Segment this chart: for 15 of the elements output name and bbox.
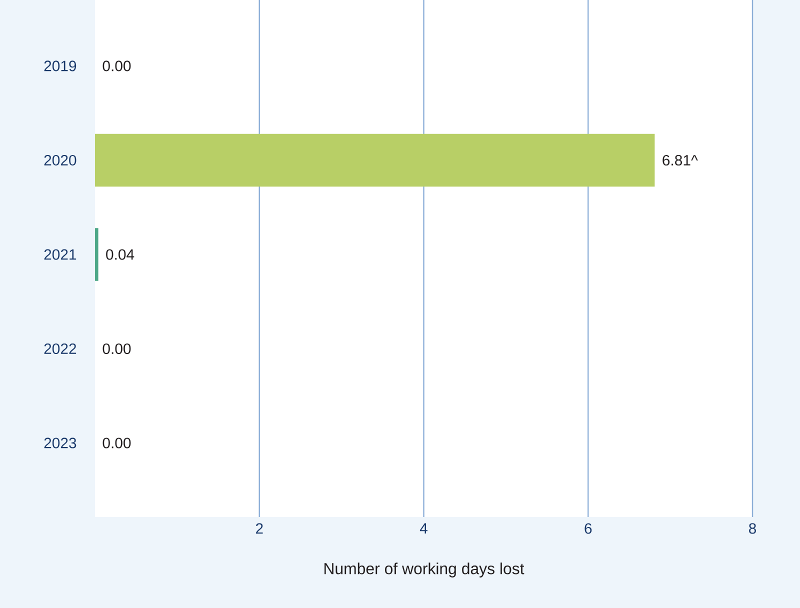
x-tick-label: 6: [584, 523, 592, 534]
y-tick-label: 2023: [44, 438, 76, 448]
data-label: 0.00: [102, 343, 131, 354]
x-tick-label: 2: [256, 523, 263, 534]
data-label: 6.81^: [662, 154, 698, 166]
data-label: 0.04: [106, 249, 134, 260]
y-tick-label: 2021: [44, 249, 76, 260]
x-tick-label: 4: [420, 523, 428, 534]
data-label: 0.00: [102, 60, 131, 72]
x-axis-title: Number of working days lost: [324, 562, 524, 578]
y-tick-label: 2022: [44, 343, 76, 354]
y-tick-label: 2020: [44, 154, 76, 166]
y-tick-label: 2019: [44, 60, 76, 72]
x-tick-label: 8: [749, 523, 756, 534]
data-label: 0.00: [102, 438, 131, 448]
